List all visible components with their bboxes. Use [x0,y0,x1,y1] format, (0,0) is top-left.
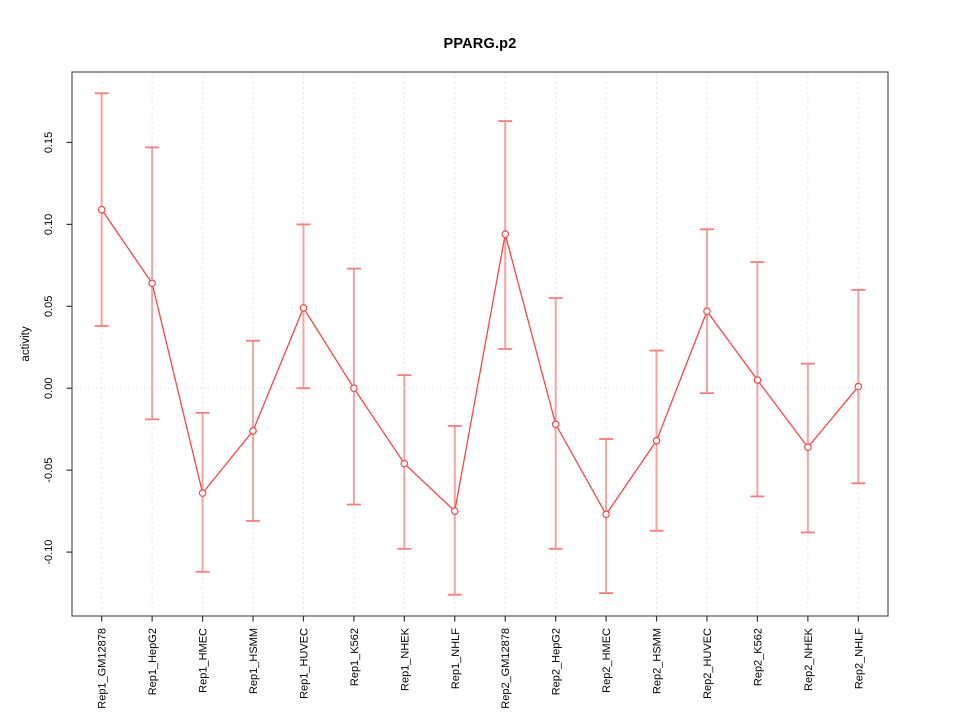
data-point [501,230,510,239]
data-point [350,384,358,393]
x-tick-label: Rep1_HepG2 [147,628,159,695]
x-tick-label: Rep2_HSMM [652,628,664,694]
data-point [703,307,711,316]
data-point [198,489,207,497]
x-tick-label: Rep1_NHEK [399,627,411,691]
y-tick-label: 0.00 [43,378,55,399]
data-point [551,420,560,429]
x-tick-label: Rep1_GM12878 [97,628,109,709]
x-tick-label: Rep2_K562 [752,628,764,686]
data-point [854,382,863,391]
x-tick-label: Rep1_HUVEC [298,628,310,699]
y-tick-label: 0.15 [43,132,55,153]
x-tick-label: Rep1_NHLF [450,628,462,689]
x-tick-label: Rep2_HUVEC [702,628,714,699]
chart-title: PPARG.p2 [443,36,517,52]
x-tick-label: Rep1_K562 [349,628,361,686]
data-point [602,510,610,519]
x-tick-label: Rep1_HMEC [198,628,210,693]
data-point [804,443,812,452]
data-point [652,436,661,445]
data-point [249,427,257,435]
y-tick-label: -0.05 [43,458,55,483]
y-tick-label: 0.10 [43,214,55,235]
data-point [97,205,106,214]
x-tick-label: Rep2_HepG2 [551,628,563,695]
data-point [400,459,409,468]
x-tick-label: Rep2_GM12878 [500,628,512,709]
x-tick-label: Rep2_NHEK [803,627,815,691]
x-tick-label: Rep2_NHLF [853,628,865,689]
series-line [101,209,859,516]
data-point [753,376,762,384]
data-point [148,279,156,288]
data-point [299,304,308,312]
y-tick-label: 0.05 [43,296,55,317]
x-tick-label: Rep1_HSMM [248,628,260,694]
y-tick-label: -0.10 [43,540,55,565]
x-tick-label: Rep2_HMEC [601,628,613,693]
data-point [450,507,459,515]
plot-frame [71,71,889,617]
